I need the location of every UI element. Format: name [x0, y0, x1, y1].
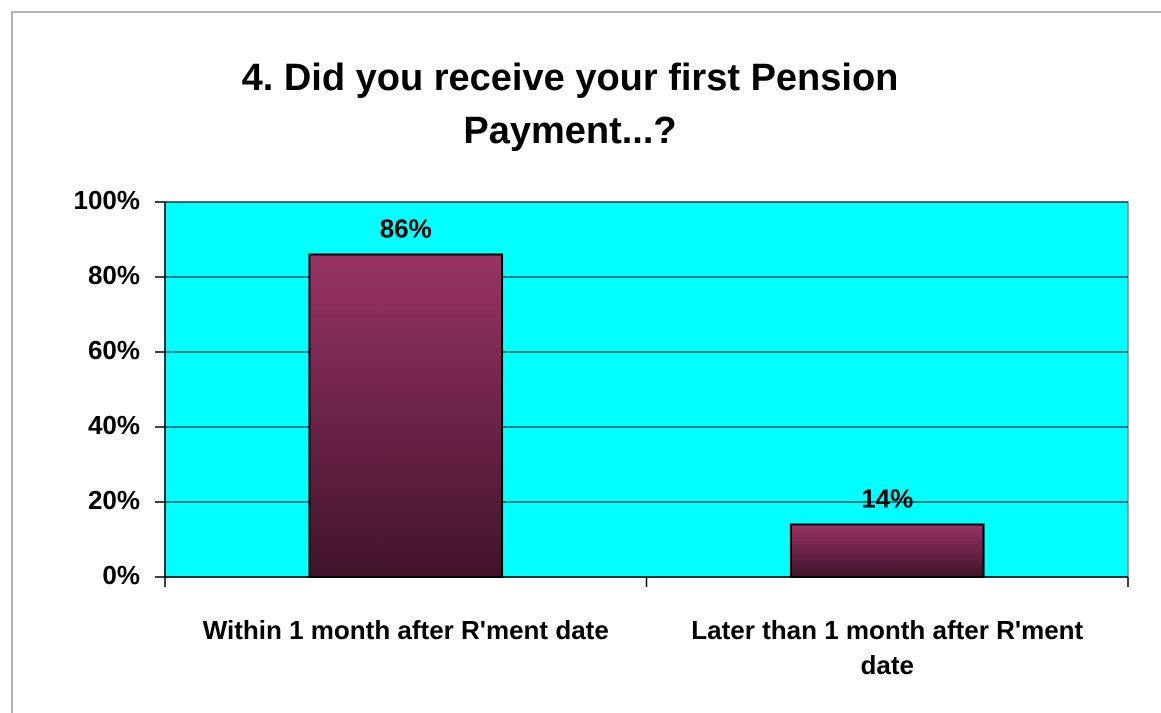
y-tick-label: 0% — [102, 560, 140, 590]
y-tick-label: 40% — [88, 410, 140, 440]
y-tick-label: 100% — [74, 185, 141, 215]
bar — [789, 523, 985, 578]
chart-title: 4. Did you receive your first Pension Pa… — [241, 57, 899, 152]
y-tick-label: 20% — [88, 485, 140, 515]
y-tick-label: 80% — [88, 260, 140, 290]
value-label: 14% — [861, 483, 913, 513]
chart-frame — [11, 11, 1161, 713]
y-tick-label: 60% — [88, 335, 140, 365]
value-label: 86% — [380, 213, 432, 243]
x-tick-label: Later than 1 month after R'ment date — [691, 615, 1084, 680]
x-tick-label: Within 1 month after R'ment date — [202, 615, 609, 645]
bar — [308, 253, 504, 578]
